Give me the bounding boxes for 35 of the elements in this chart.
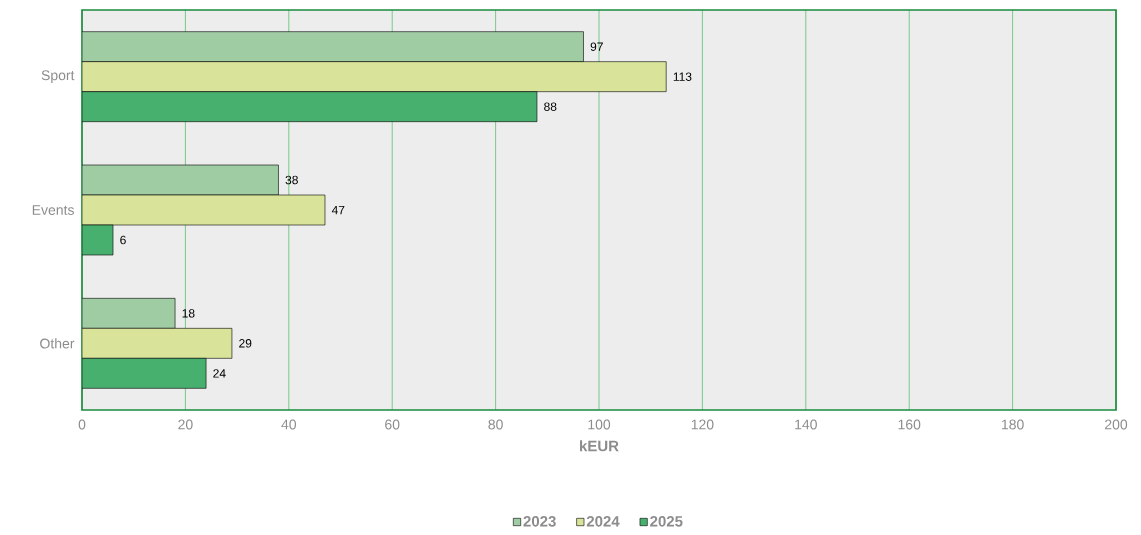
y-tick-label: Sport xyxy=(41,70,75,84)
x-tick-label: 140 xyxy=(795,419,817,430)
bar xyxy=(82,91,538,122)
data-label: 97 xyxy=(590,42,603,51)
x-tick-label: 120 xyxy=(691,419,714,430)
bar xyxy=(82,61,667,92)
x-tick-label: 60 xyxy=(385,419,400,430)
legend-label: 2024 xyxy=(586,516,620,527)
legend-label: 2025 xyxy=(650,516,683,527)
x-tick-label: 160 xyxy=(898,419,921,430)
legend-label: 2023 xyxy=(523,516,556,527)
bar xyxy=(82,328,233,359)
x-tick-label: 0 xyxy=(78,419,86,430)
y-tick-label: Events xyxy=(32,205,74,215)
bar xyxy=(82,194,326,226)
x-tick-label: 80 xyxy=(488,419,503,430)
data-label: 38 xyxy=(285,175,298,185)
x-tick-label: 40 xyxy=(281,419,297,430)
data-label: 24 xyxy=(213,369,226,378)
bar xyxy=(82,298,176,329)
x-axis-title: kEUR xyxy=(580,440,619,452)
y-tick-label: Other xyxy=(40,338,75,349)
x-tick-label: 200 xyxy=(1105,419,1128,430)
data-label: 29 xyxy=(239,339,252,348)
data-label: 88 xyxy=(544,102,557,111)
data-label: 18 xyxy=(182,309,195,318)
data-label: 6 xyxy=(120,235,126,245)
bar xyxy=(82,31,584,62)
data-label: 113 xyxy=(673,72,692,81)
bar xyxy=(82,358,207,389)
bar xyxy=(82,164,279,196)
x-tick-label: 100 xyxy=(588,419,611,430)
data-label: 47 xyxy=(331,205,345,215)
x-tick-label: 20 xyxy=(178,419,193,430)
x-tick-label: 180 xyxy=(1001,419,1024,430)
